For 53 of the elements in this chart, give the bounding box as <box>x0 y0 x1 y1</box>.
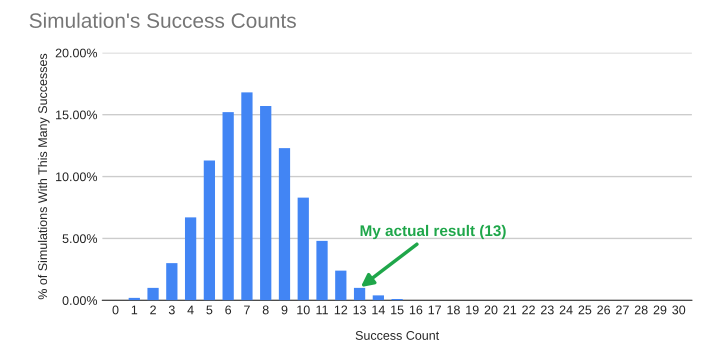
bar <box>184 217 196 300</box>
x-tick-label: 18 <box>447 305 460 314</box>
bar <box>147 288 159 300</box>
bar <box>298 198 309 300</box>
x-tick-label: 4 <box>187 306 194 314</box>
x-tick-label: 8 <box>262 305 269 314</box>
x-tick-label: 24 <box>560 305 573 314</box>
bar <box>335 270 346 300</box>
x-tick-label: 7 <box>244 306 250 314</box>
x-tick-label: 25 <box>578 305 592 314</box>
chart-title: Simulation's Success Counts <box>30 12 296 28</box>
x-tick-label: 23 <box>540 305 554 314</box>
x-tick-label: 2 <box>150 305 156 314</box>
bar <box>354 288 366 300</box>
x-tick-label: 3 <box>168 305 175 314</box>
bar <box>260 106 272 300</box>
x-tick-label: 11 <box>316 306 328 314</box>
x-tick-label: 19 <box>466 305 479 314</box>
bar <box>241 92 253 300</box>
x-tick-label: 15 <box>391 306 404 314</box>
x-tick-label: 29 <box>654 305 666 314</box>
y-tick-label: 20.00% <box>56 48 98 58</box>
x-tick-label: 28 <box>634 305 648 314</box>
y-axis-title: % of Simulations With This Many Successes <box>38 54 50 300</box>
x-tick-label: 0 <box>112 305 118 314</box>
y-tick-label: 0.00% <box>62 296 98 305</box>
y-tick-label: 15.00% <box>56 110 98 120</box>
x-tick-label: 17 <box>428 306 441 314</box>
bar <box>372 295 384 300</box>
x-tick-label: 6 <box>225 305 232 314</box>
x-tick-label: 13 <box>354 305 366 314</box>
x-tick-label: 5 <box>206 306 212 314</box>
annotation: My actual result (13) <box>360 224 506 240</box>
bar <box>222 112 234 300</box>
x-tick-label: 9 <box>282 305 288 314</box>
x-tick-label: 10 <box>297 305 310 314</box>
y-tick-label: 10.00% <box>56 172 98 182</box>
x-tick-label: 27 <box>616 305 629 314</box>
x-tick-label: 12 <box>334 305 348 314</box>
x-tick-label: 30 <box>672 305 686 314</box>
x-tick-label: 16 <box>410 305 422 314</box>
x-axis-title: Success Count <box>356 331 440 340</box>
x-tick-label: 22 <box>522 305 535 314</box>
bar <box>204 160 216 300</box>
bar <box>166 263 178 300</box>
x-tick-label: 1 <box>132 306 138 314</box>
x-tick-label: 14 <box>372 306 385 314</box>
x-tick-label: 20 <box>484 305 498 314</box>
bar <box>278 148 290 300</box>
x-tick-label: 21 <box>503 305 516 314</box>
y-tick-label: 5.00% <box>62 234 98 244</box>
x-tick-label: 26 <box>597 305 610 314</box>
bar <box>316 240 328 300</box>
